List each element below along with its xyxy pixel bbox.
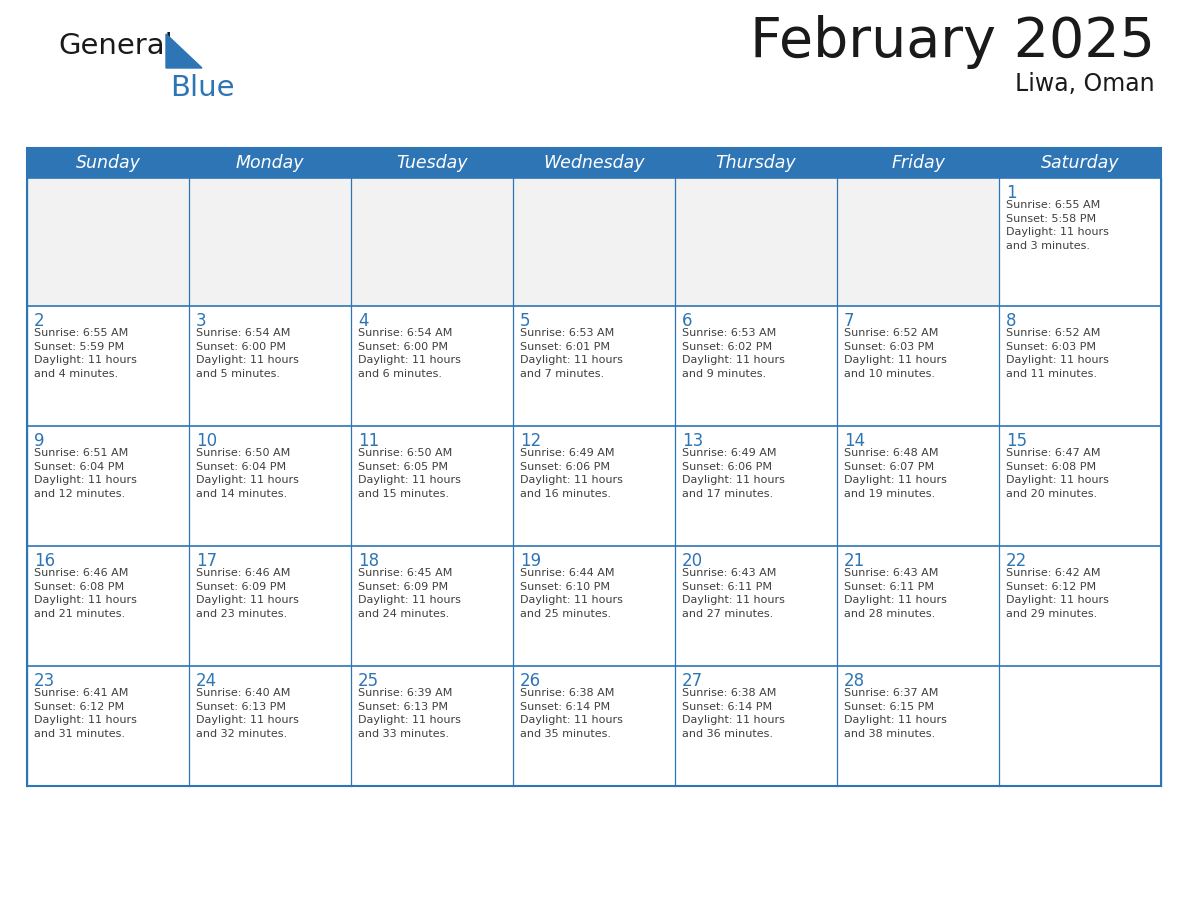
Text: Sunrise: 6:50 AM
Sunset: 6:04 PM
Daylight: 11 hours
and 14 minutes.: Sunrise: 6:50 AM Sunset: 6:04 PM Dayligh…	[196, 448, 299, 498]
Text: 26: 26	[520, 672, 541, 690]
Text: 15: 15	[1006, 432, 1028, 450]
Text: Blue: Blue	[170, 74, 234, 102]
Text: Sunrise: 6:46 AM
Sunset: 6:09 PM
Daylight: 11 hours
and 23 minutes.: Sunrise: 6:46 AM Sunset: 6:09 PM Dayligh…	[196, 568, 299, 619]
Text: Sunrise: 6:53 AM
Sunset: 6:02 PM
Daylight: 11 hours
and 9 minutes.: Sunrise: 6:53 AM Sunset: 6:02 PM Dayligh…	[682, 328, 785, 379]
Text: 1: 1	[1006, 184, 1017, 202]
Text: 25: 25	[358, 672, 379, 690]
Text: Sunrise: 6:47 AM
Sunset: 6:08 PM
Daylight: 11 hours
and 20 minutes.: Sunrise: 6:47 AM Sunset: 6:08 PM Dayligh…	[1006, 448, 1108, 498]
Text: Saturday: Saturday	[1041, 154, 1119, 172]
Text: Sunday: Sunday	[76, 154, 140, 172]
Text: 18: 18	[358, 552, 379, 570]
Text: 3: 3	[196, 312, 207, 330]
Text: Sunrise: 6:42 AM
Sunset: 6:12 PM
Daylight: 11 hours
and 29 minutes.: Sunrise: 6:42 AM Sunset: 6:12 PM Dayligh…	[1006, 568, 1108, 619]
Text: 10: 10	[196, 432, 217, 450]
Text: 16: 16	[34, 552, 55, 570]
Polygon shape	[166, 34, 202, 68]
Text: 11: 11	[358, 432, 379, 450]
Text: Friday: Friday	[891, 154, 944, 172]
Text: 7: 7	[843, 312, 854, 330]
Bar	[27, 148, 1161, 786]
Text: 24: 24	[196, 672, 217, 690]
Text: 4: 4	[358, 312, 368, 330]
Text: Sunrise: 6:54 AM
Sunset: 6:00 PM
Daylight: 11 hours
and 6 minutes.: Sunrise: 6:54 AM Sunset: 6:00 PM Dayligh…	[358, 328, 461, 379]
Text: Sunrise: 6:38 AM
Sunset: 6:14 PM
Daylight: 11 hours
and 36 minutes.: Sunrise: 6:38 AM Sunset: 6:14 PM Dayligh…	[682, 688, 785, 739]
Text: Sunrise: 6:43 AM
Sunset: 6:11 PM
Daylight: 11 hours
and 28 minutes.: Sunrise: 6:43 AM Sunset: 6:11 PM Dayligh…	[843, 568, 947, 619]
Text: 8: 8	[1006, 312, 1017, 330]
Bar	[27, 148, 1161, 178]
Text: 9: 9	[34, 432, 44, 450]
Text: Sunrise: 6:52 AM
Sunset: 6:03 PM
Daylight: 11 hours
and 10 minutes.: Sunrise: 6:52 AM Sunset: 6:03 PM Dayligh…	[843, 328, 947, 379]
Text: Wednesday: Wednesday	[543, 154, 645, 172]
Text: Tuesday: Tuesday	[397, 154, 468, 172]
Text: Sunrise: 6:44 AM
Sunset: 6:10 PM
Daylight: 11 hours
and 25 minutes.: Sunrise: 6:44 AM Sunset: 6:10 PM Dayligh…	[520, 568, 623, 619]
Text: Sunrise: 6:55 AM
Sunset: 5:58 PM
Daylight: 11 hours
and 3 minutes.: Sunrise: 6:55 AM Sunset: 5:58 PM Dayligh…	[1006, 200, 1108, 251]
Text: Sunrise: 6:50 AM
Sunset: 6:05 PM
Daylight: 11 hours
and 15 minutes.: Sunrise: 6:50 AM Sunset: 6:05 PM Dayligh…	[358, 448, 461, 498]
Text: Sunrise: 6:39 AM
Sunset: 6:13 PM
Daylight: 11 hours
and 33 minutes.: Sunrise: 6:39 AM Sunset: 6:13 PM Dayligh…	[358, 688, 461, 739]
Text: 19: 19	[520, 552, 541, 570]
Text: 13: 13	[682, 432, 703, 450]
Text: Sunrise: 6:49 AM
Sunset: 6:06 PM
Daylight: 11 hours
and 17 minutes.: Sunrise: 6:49 AM Sunset: 6:06 PM Dayligh…	[682, 448, 785, 498]
Text: General: General	[58, 32, 172, 60]
Text: 2: 2	[34, 312, 45, 330]
Text: 23: 23	[34, 672, 56, 690]
Text: Sunrise: 6:52 AM
Sunset: 6:03 PM
Daylight: 11 hours
and 11 minutes.: Sunrise: 6:52 AM Sunset: 6:03 PM Dayligh…	[1006, 328, 1108, 379]
Text: Sunrise: 6:54 AM
Sunset: 6:00 PM
Daylight: 11 hours
and 5 minutes.: Sunrise: 6:54 AM Sunset: 6:00 PM Dayligh…	[196, 328, 299, 379]
Text: 5: 5	[520, 312, 531, 330]
Text: Sunrise: 6:41 AM
Sunset: 6:12 PM
Daylight: 11 hours
and 31 minutes.: Sunrise: 6:41 AM Sunset: 6:12 PM Dayligh…	[34, 688, 137, 739]
Text: 21: 21	[843, 552, 865, 570]
Text: Sunrise: 6:43 AM
Sunset: 6:11 PM
Daylight: 11 hours
and 27 minutes.: Sunrise: 6:43 AM Sunset: 6:11 PM Dayligh…	[682, 568, 785, 619]
Text: Sunrise: 6:38 AM
Sunset: 6:14 PM
Daylight: 11 hours
and 35 minutes.: Sunrise: 6:38 AM Sunset: 6:14 PM Dayligh…	[520, 688, 623, 739]
Text: Sunrise: 6:46 AM
Sunset: 6:08 PM
Daylight: 11 hours
and 21 minutes.: Sunrise: 6:46 AM Sunset: 6:08 PM Dayligh…	[34, 568, 137, 619]
Text: Sunrise: 6:40 AM
Sunset: 6:13 PM
Daylight: 11 hours
and 32 minutes.: Sunrise: 6:40 AM Sunset: 6:13 PM Dayligh…	[196, 688, 299, 739]
Text: 12: 12	[520, 432, 542, 450]
Text: Sunrise: 6:49 AM
Sunset: 6:06 PM
Daylight: 11 hours
and 16 minutes.: Sunrise: 6:49 AM Sunset: 6:06 PM Dayligh…	[520, 448, 623, 498]
Text: Thursday: Thursday	[715, 154, 796, 172]
Text: 27: 27	[682, 672, 703, 690]
Text: 28: 28	[843, 672, 865, 690]
Text: Sunrise: 6:45 AM
Sunset: 6:09 PM
Daylight: 11 hours
and 24 minutes.: Sunrise: 6:45 AM Sunset: 6:09 PM Dayligh…	[358, 568, 461, 619]
Text: Sunrise: 6:55 AM
Sunset: 5:59 PM
Daylight: 11 hours
and 4 minutes.: Sunrise: 6:55 AM Sunset: 5:59 PM Dayligh…	[34, 328, 137, 379]
Text: Monday: Monday	[235, 154, 304, 172]
Text: February 2025: February 2025	[750, 15, 1155, 69]
Text: 17: 17	[196, 552, 217, 570]
Text: Sunrise: 6:48 AM
Sunset: 6:07 PM
Daylight: 11 hours
and 19 minutes.: Sunrise: 6:48 AM Sunset: 6:07 PM Dayligh…	[843, 448, 947, 498]
Text: 14: 14	[843, 432, 865, 450]
Text: 6: 6	[682, 312, 693, 330]
Text: Sunrise: 6:37 AM
Sunset: 6:15 PM
Daylight: 11 hours
and 38 minutes.: Sunrise: 6:37 AM Sunset: 6:15 PM Dayligh…	[843, 688, 947, 739]
Text: Liwa, Oman: Liwa, Oman	[1016, 72, 1155, 96]
Bar	[27, 178, 999, 306]
Text: 20: 20	[682, 552, 703, 570]
Text: Sunrise: 6:53 AM
Sunset: 6:01 PM
Daylight: 11 hours
and 7 minutes.: Sunrise: 6:53 AM Sunset: 6:01 PM Dayligh…	[520, 328, 623, 379]
Text: Sunrise: 6:51 AM
Sunset: 6:04 PM
Daylight: 11 hours
and 12 minutes.: Sunrise: 6:51 AM Sunset: 6:04 PM Dayligh…	[34, 448, 137, 498]
Text: 22: 22	[1006, 552, 1028, 570]
